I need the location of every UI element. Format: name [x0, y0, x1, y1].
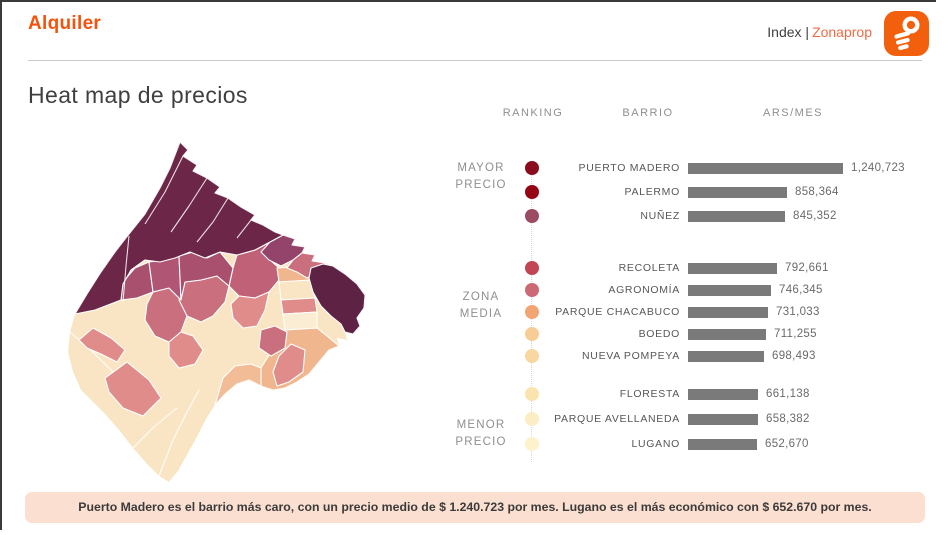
barrio-label: AGRONOMÍA: [608, 284, 680, 296]
price-value: 845,352: [793, 209, 837, 222]
heat-dot: [525, 387, 539, 401]
barrio-label: NUEVA POMPEYA: [582, 350, 680, 362]
window-frame-left: [0, 0, 2, 530]
barrio-label: NUÑEZ: [640, 210, 680, 222]
price-bar: [688, 285, 771, 296]
section-label: MENOR PRECIO: [455, 419, 507, 448]
index-zonaprop-link[interactable]: Index | Zonaprop: [767, 24, 872, 40]
price-bar: [688, 439, 757, 450]
heat-dot: [525, 283, 539, 297]
heat-dot: [525, 412, 539, 426]
price-value: 661,138: [766, 387, 810, 400]
map-region: [280, 297, 318, 315]
map-region-puerto-madero: [308, 263, 365, 335]
price-bar: [688, 389, 758, 400]
heat-dot: [525, 305, 539, 319]
price-bar: [688, 307, 768, 318]
barrio-label: PARQUE CHACABUCO: [555, 306, 680, 318]
price-bar: [688, 263, 777, 274]
map-region: [272, 343, 306, 387]
key-icon: [884, 16, 929, 60]
brand-title: Alquiler: [28, 13, 102, 34]
barrio-label: FLORESTA: [619, 388, 680, 400]
price-bar: [688, 187, 787, 198]
price-value: 792,661: [785, 261, 829, 274]
barrio-label: LUGANO: [631, 438, 680, 450]
price-value: 658,382: [766, 412, 810, 425]
map-region: [104, 361, 162, 417]
heat-dot: [525, 209, 539, 223]
price-value: 731,033: [776, 305, 820, 318]
map-region: [282, 311, 318, 331]
map-region: [168, 331, 204, 369]
map-region: [258, 325, 288, 357]
summary-banner: Puerto Madero es el barrio más caro, con…: [25, 492, 925, 523]
zonaprop-logo[interactable]: [884, 11, 929, 56]
page-title: Heat map de precios: [28, 82, 248, 108]
column-header-ars-mes: ARS/MES: [762, 107, 823, 119]
heat-dot: [525, 161, 539, 175]
price-bar: [688, 211, 785, 222]
price-value: 1,240,723: [851, 161, 905, 174]
header-divider: [28, 60, 922, 61]
index-label: Index |: [767, 24, 810, 40]
heat-dot: [525, 185, 539, 199]
barrio-label: BOEDO: [638, 328, 680, 340]
barrio-label: PARQUE AVELLANEDA: [554, 413, 680, 425]
price-value: 652,670: [765, 437, 809, 450]
section-label: MAYOR PRECIO: [455, 162, 507, 191]
price-bar: [688, 329, 766, 340]
section-label: ZONA MEDIA: [459, 291, 503, 320]
map-region: [278, 279, 316, 301]
heat-dot: [525, 327, 539, 341]
price-bar: [688, 414, 758, 425]
caba-map-svg: [68, 142, 365, 482]
heat-dot: [525, 349, 539, 363]
price-bar: [688, 351, 764, 362]
price-bar: [688, 163, 843, 174]
column-header-barrio: BARRIO: [622, 107, 674, 119]
zonaprop-label: Zonaprop: [812, 24, 872, 40]
map-region: [78, 327, 126, 363]
window-frame-top: [0, 0, 936, 2]
barrio-label: RECOLETA: [618, 262, 680, 274]
column-header-ranking: RANKING: [502, 107, 564, 119]
barrio-label: PUERTO MADERO: [578, 162, 680, 174]
price-value: 711,255: [774, 327, 817, 340]
barrio-label: PALERMO: [624, 186, 680, 198]
price-heat-map: [65, 140, 370, 485]
heat-dot: [525, 261, 539, 275]
price-value: 746,345: [779, 283, 823, 296]
price-value: 698,493: [772, 349, 816, 362]
map-region: [230, 291, 270, 329]
map-region: [214, 363, 262, 406]
heat-dot: [525, 437, 539, 451]
price-value: 858,364: [795, 185, 839, 198]
